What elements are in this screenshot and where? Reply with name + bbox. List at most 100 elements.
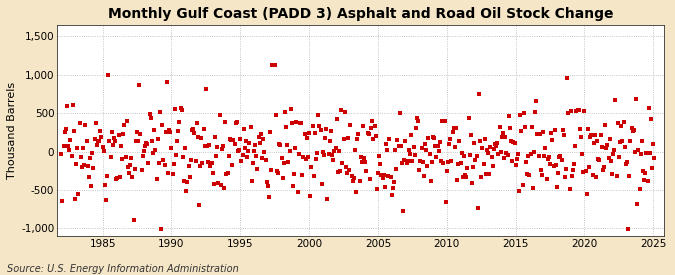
- Point: [353, 132, 364, 136]
- Point: [431, 154, 442, 159]
- Point: [305, 194, 316, 199]
- Point: [322, 197, 333, 201]
- Point: [508, 140, 519, 144]
- Point: [232, 119, 242, 124]
- Point: [112, 175, 123, 180]
- Point: [493, 152, 504, 156]
- Point: [229, 142, 240, 147]
- Point: [164, 128, 175, 132]
- Point: [254, 141, 265, 145]
- Point: [248, 149, 259, 153]
- Point: [302, 155, 313, 159]
- Point: [153, 137, 163, 142]
- Point: [432, 143, 443, 148]
- Point: [332, 170, 343, 175]
- Point: [189, 131, 200, 135]
- Point: [416, 146, 427, 150]
- Point: [245, 125, 256, 129]
- Point: [625, 139, 636, 144]
- Point: [589, 141, 599, 145]
- Point: [374, 154, 385, 158]
- Point: [130, 139, 141, 143]
- Point: [286, 107, 296, 111]
- Point: [540, 146, 551, 150]
- Point: [288, 184, 298, 188]
- Point: [76, 165, 87, 169]
- Point: [515, 113, 526, 117]
- Point: [499, 156, 510, 161]
- Point: [314, 124, 325, 129]
- Point: [133, 138, 144, 143]
- Point: [220, 119, 231, 124]
- Point: [355, 155, 366, 160]
- Point: [144, 112, 155, 116]
- Point: [56, 152, 67, 156]
- Point: [574, 127, 585, 132]
- Point: [156, 227, 167, 232]
- Point: [212, 145, 223, 149]
- Point: [236, 159, 247, 163]
- Point: [566, 109, 576, 113]
- Point: [398, 209, 408, 213]
- Point: [165, 130, 176, 134]
- Point: [382, 147, 393, 152]
- Point: [608, 152, 618, 156]
- Point: [553, 171, 564, 175]
- Point: [615, 139, 626, 144]
- Point: [328, 158, 339, 162]
- Point: [438, 161, 449, 165]
- Point: [136, 167, 147, 172]
- Point: [463, 116, 474, 120]
- Point: [219, 186, 230, 191]
- Point: [520, 160, 531, 164]
- Point: [202, 160, 213, 164]
- Point: [151, 176, 162, 181]
- Point: [348, 179, 358, 183]
- Point: [464, 153, 475, 157]
- Point: [414, 167, 425, 172]
- Point: [543, 157, 554, 161]
- Point: [421, 148, 431, 152]
- Point: [579, 109, 590, 114]
- Point: [400, 139, 411, 144]
- Point: [167, 172, 178, 176]
- Point: [612, 121, 623, 125]
- Point: [384, 137, 395, 141]
- Point: [375, 161, 385, 166]
- Point: [504, 125, 515, 130]
- Point: [394, 111, 405, 116]
- Point: [600, 122, 611, 127]
- Point: [366, 125, 377, 130]
- Point: [381, 142, 392, 146]
- Point: [325, 129, 336, 134]
- Point: [371, 187, 382, 191]
- Point: [377, 176, 388, 180]
- Point: [222, 171, 233, 175]
- Point: [632, 201, 643, 206]
- Point: [433, 149, 444, 153]
- Point: [66, 154, 77, 159]
- Point: [319, 153, 329, 157]
- Point: [404, 148, 414, 152]
- Point: [143, 161, 154, 165]
- Point: [546, 130, 557, 135]
- Point: [155, 110, 165, 114]
- Point: [138, 149, 149, 153]
- Point: [281, 125, 292, 129]
- Point: [191, 121, 202, 125]
- Point: [205, 164, 216, 168]
- Point: [420, 142, 431, 146]
- Point: [233, 149, 244, 153]
- Point: [491, 144, 502, 148]
- Point: [415, 159, 426, 163]
- Point: [399, 157, 410, 162]
- Point: [383, 174, 394, 178]
- Point: [294, 121, 305, 125]
- Point: [548, 164, 559, 169]
- Point: [187, 128, 198, 133]
- Point: [385, 175, 396, 179]
- Point: [418, 174, 429, 179]
- Point: [596, 144, 607, 149]
- Point: [483, 151, 493, 155]
- Point: [61, 127, 72, 131]
